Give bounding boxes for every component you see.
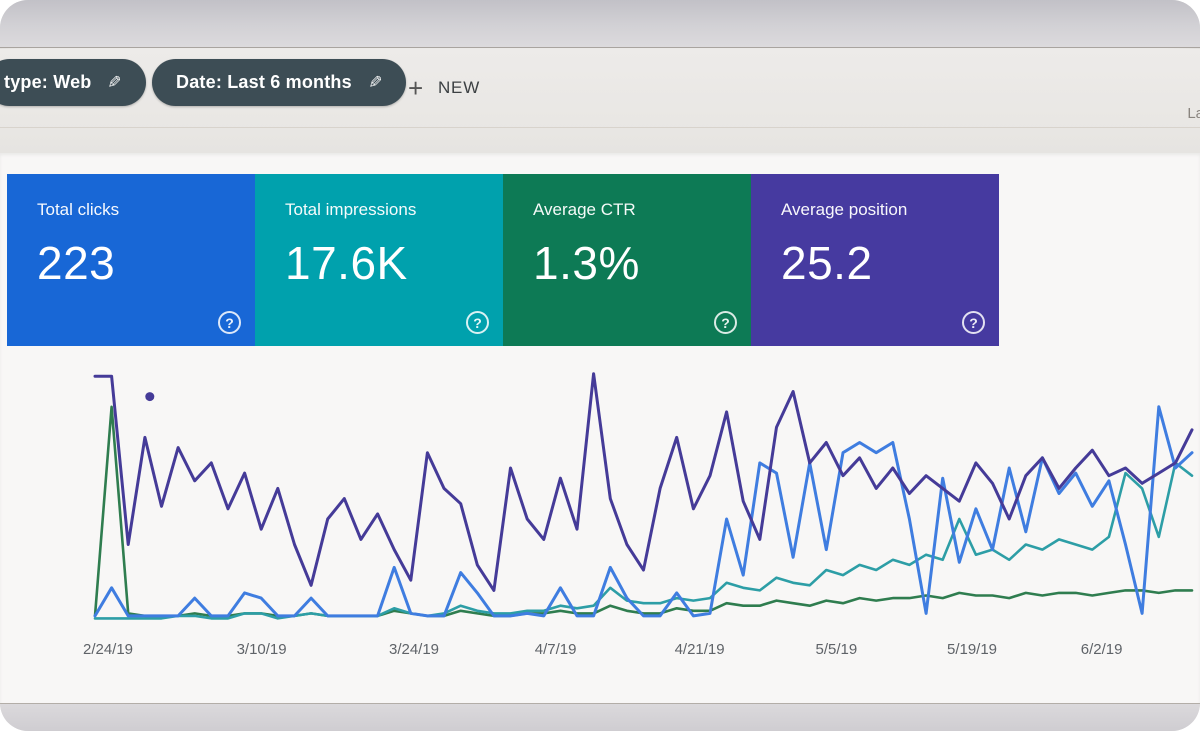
window-bottom-band bbox=[0, 703, 1200, 731]
x-axis-label: 3/24/19 bbox=[388, 641, 440, 658]
series-line-total-clicks[interactable] bbox=[93, 405, 1194, 618]
x-axis-label: 5/19/19 bbox=[946, 641, 998, 658]
filter-chip-search-type[interactable]: type: Web ✎ bbox=[0, 59, 146, 106]
series-line-average-position[interactable] bbox=[93, 372, 1194, 592]
metric-value: 1.3% bbox=[533, 237, 640, 289]
edit-pencil-icon[interactable]: ✎ bbox=[107, 72, 122, 92]
window-top-band bbox=[0, 0, 1200, 48]
metric-value: 17.6K bbox=[285, 237, 408, 289]
report-panel: Total clicks 223 ? Total impressions 17.… bbox=[0, 153, 1200, 703]
help-icon[interactable]: ? bbox=[466, 311, 489, 334]
metric-cards-row: Total clicks 223 ? Total impressions 17.… bbox=[7, 174, 999, 346]
chart-canvas[interactable] bbox=[0, 353, 1200, 638]
filter-bar-divider bbox=[0, 127, 1200, 128]
metric-card-total-clicks[interactable]: Total clicks 223 ? bbox=[7, 174, 255, 346]
performance-line-chart[interactable]: 2/24/19 3/10/19 3/24/19 4/7/19 4/21/19 5/5/19… bbox=[0, 353, 1200, 683]
metric-label: Average CTR bbox=[533, 200, 636, 219]
help-icon[interactable]: ? bbox=[714, 311, 737, 334]
isolated-data-point[interactable] bbox=[145, 392, 155, 402]
metric-label: Average position bbox=[781, 200, 908, 219]
filter-chip-date-range[interactable]: Date: Last 6 months ✎ bbox=[152, 59, 407, 106]
metric-card-average-position[interactable]: Average position 25.2 ? bbox=[751, 174, 999, 346]
metric-value: 25.2 bbox=[781, 237, 873, 289]
last-updated-text-truncated: La bbox=[1187, 105, 1200, 122]
x-axis-label: 3/10/19 bbox=[236, 641, 287, 658]
help-icon[interactable]: ? bbox=[962, 311, 985, 334]
metric-label: Total clicks bbox=[37, 200, 120, 219]
x-axis-label: 4/21/19 bbox=[674, 641, 725, 658]
metric-card-total-impressions[interactable]: Total impressions 17.6K ? bbox=[255, 174, 503, 346]
filter-chip-date-range-label: Date: Last 6 months bbox=[176, 72, 352, 92]
filter-bar: type: Web ✎ Date: Last 6 months ✎ + NEW … bbox=[0, 49, 1200, 153]
help-icon[interactable]: ? bbox=[218, 311, 241, 334]
plus-icon: + bbox=[408, 73, 424, 103]
metric-card-average-ctr[interactable]: Average CTR 1.3% ? bbox=[503, 174, 751, 346]
new-filter-button-label: NEW bbox=[437, 78, 481, 97]
metric-label: Total impressions bbox=[285, 200, 417, 219]
x-axis: 2/24/19 3/10/19 3/24/19 4/7/19 4/21/19 5/5/19… bbox=[0, 641, 1200, 667]
x-axis-label: 5/5/19 bbox=[815, 641, 858, 658]
edit-pencil-icon[interactable]: ✎ bbox=[367, 72, 383, 92]
filter-chip-search-type-label: type: Web bbox=[4, 72, 92, 92]
series-line-average-ctr[interactable] bbox=[93, 405, 1194, 618]
metric-value: 223 bbox=[37, 237, 116, 289]
x-axis-label: 6/2/19 bbox=[1080, 641, 1123, 658]
x-axis-label: 4/7/19 bbox=[534, 641, 577, 658]
new-filter-button[interactable]: + NEW bbox=[402, 71, 486, 105]
x-axis-label: 2/24/19 bbox=[82, 641, 134, 658]
series-line-total-impressions[interactable] bbox=[93, 461, 1194, 620]
